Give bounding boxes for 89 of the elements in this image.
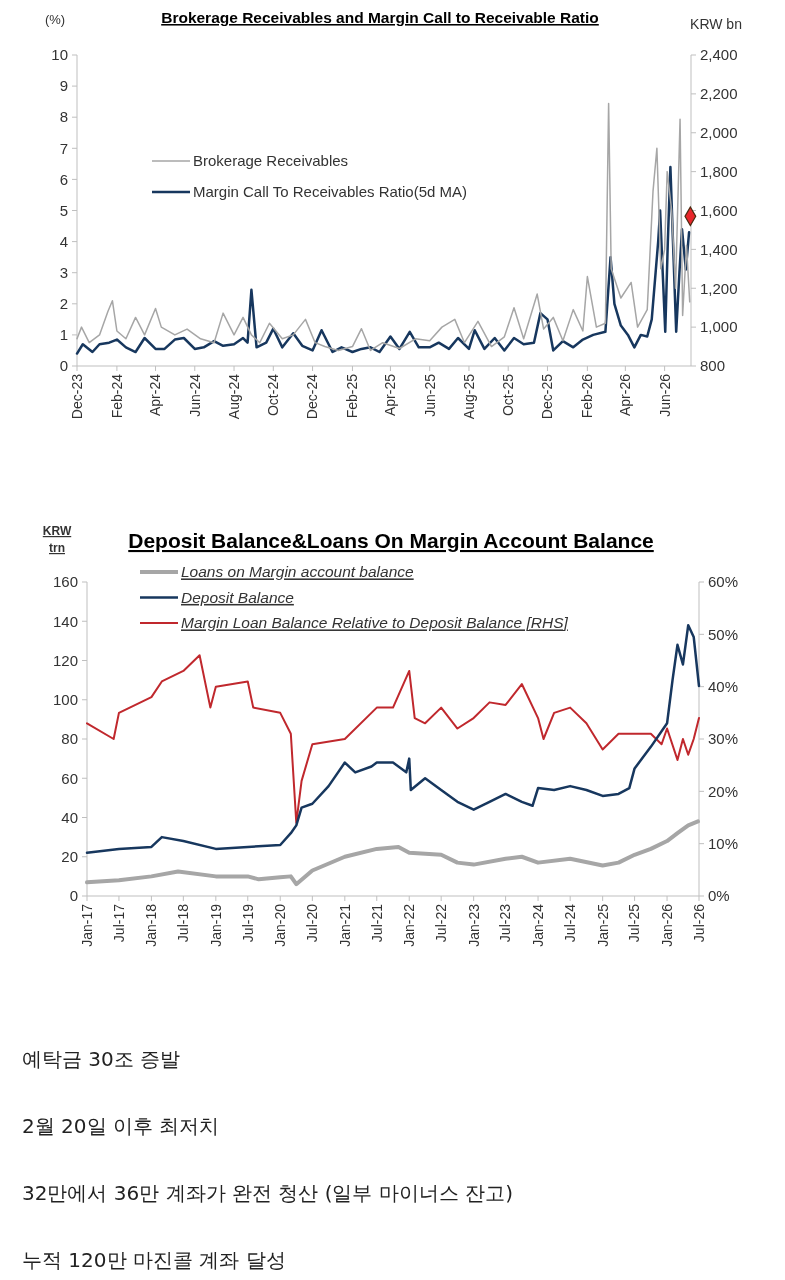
y2-tick-label: 1,600 [700,201,738,219]
y2-tick-label: 20% [708,782,739,800]
x-tick-label: Apr-24 [147,373,164,417]
y-tick-label: 4 [59,232,68,250]
x-tick-label: Aug-25 [460,373,477,420]
y-tick-label: 6 [59,170,68,188]
x-tick-label: Dec-25 [539,373,556,420]
x-tick-label: Oct-24 [265,373,282,417]
y-tick-label: 10 [51,46,68,64]
x-tick-label: Jul-26 [690,903,707,943]
y2-tick-label: 0% [708,887,730,905]
y-tick-label: 140 [52,612,78,630]
y2-tick-label: 10% [708,834,739,852]
y2-tick-label: 1,400 [700,240,738,258]
x-tick-label: Dec-23 [68,373,85,420]
chart-title: Deposit Balance&Loans On Margin Account Balance [128,529,654,552]
legend-label: Margin Loan Balance Relative to Deposit Balance [RHS] [181,614,569,632]
x-tick-label: Jan-24 [529,903,546,947]
legend-label: Brokerage Receivables [193,152,349,170]
y2-tick-label: 30% [708,730,739,748]
text: 2월 20일 이후 최저치 [22,1114,220,1138]
x-tick-label: Aug-24 [225,373,242,420]
y-tick-label: 3 [59,263,68,281]
y-axis-title: KRW trn [42,524,72,555]
x-tick-label: Jul-25 [626,903,643,943]
y-axis-title: (%) [44,12,66,27]
text: 예탁금 30조 증발 [22,1047,181,1071]
legend-label: Deposit Balance [181,588,295,606]
y2-tick-label: 1,800 [700,162,738,180]
x-tick-label: Jun-24 [186,373,203,417]
y-tick-label: 2 [59,295,68,313]
y-tick-label: 40 [61,808,78,826]
x-tick-label: Apr-25 [382,373,399,417]
x-tick-label: Jul-17 [110,903,127,943]
y2-tick-label: 2,200 [700,85,738,103]
y2-tick-label: 50% [708,625,739,643]
x-tick-label: Jan-25 [594,903,611,947]
y2-tick-label: 800 [700,357,726,375]
text: 누적 120만 마진콜 계좌 달성 [22,1248,286,1272]
x-tick-label: Jan-23 [465,903,482,947]
x-tick-label: Apr-26 [617,373,634,417]
x-tick-label: Jun-25 [421,373,438,417]
y-tick-label: 100 [52,691,78,708]
x-tick-label: Feb-24 [108,373,125,419]
x-tick-label: Dec-24 [304,373,321,420]
y2-tick-label: 2,400 [700,46,738,64]
line-series [85,819,700,887]
y-tick-label: 60 [61,769,78,787]
x-tick-label: Jul-24 [562,903,579,943]
y-tick-label: 120 [52,651,78,669]
chart-title: Brokerage Receivables and Margin Call to Receivable Ratio [161,9,599,26]
x-tick-label: Jul-19 [239,903,256,943]
x-tick-label: Jan-22 [401,903,418,947]
y-tick-label: 80 [61,730,78,748]
y-tick-label: 8 [59,108,68,126]
x-tick-label: Jan-17 [78,903,95,947]
x-tick-label: Jan-18 [143,903,160,947]
y-tick-label: 20 [61,848,78,865]
x-tick-label: Jul-22 [433,903,450,943]
x-tick-label: Oct-25 [500,373,517,417]
line-series [76,102,691,352]
x-tick-label: Feb-25 [344,373,361,419]
y2-tick-label: 1,000 [700,318,738,336]
x-tick-label: Feb-26 [579,373,596,419]
x-tick-label: Jun-26 [656,373,673,417]
x-tick-label: Jul-18 [175,903,192,943]
y2-tick-label: 2,000 [700,124,738,141]
x-tick-label: Jul-23 [497,903,514,943]
y2-tick-label: 1,200 [700,279,738,297]
y-tick-label: 5 [59,201,68,219]
legend-label: Loans on Margin account balance [181,563,415,581]
y-tick-label: 0 [69,887,78,905]
x-tick-label: Jan-26 [658,903,675,947]
y2-axis-title: KRW bn [690,16,742,32]
y-tick-label: 0 [59,357,68,375]
y2-tick-label: 40% [708,677,739,695]
y-tick-label: 1 [59,326,68,344]
line-series [86,654,700,824]
x-tick-label: Jan-20 [272,903,289,947]
x-tick-label: Jan-19 [207,903,224,947]
x-tick-label: Jul-21 [368,903,385,943]
y-tick-label: 9 [59,77,68,95]
x-tick-label: Jul-20 [304,903,321,943]
legend-label: Margin Call To Receivables Ratio(5d MA) [193,183,467,201]
x-tick-label: Jan-21 [336,903,353,947]
text: 32만에서 36만 계좌가 완전 청산 (일부 마이너스 잔고) [22,1181,514,1205]
y-tick-label: 7 [59,139,68,157]
y-tick-label: 160 [52,573,78,591]
y2-tick-label: 60% [708,573,739,591]
